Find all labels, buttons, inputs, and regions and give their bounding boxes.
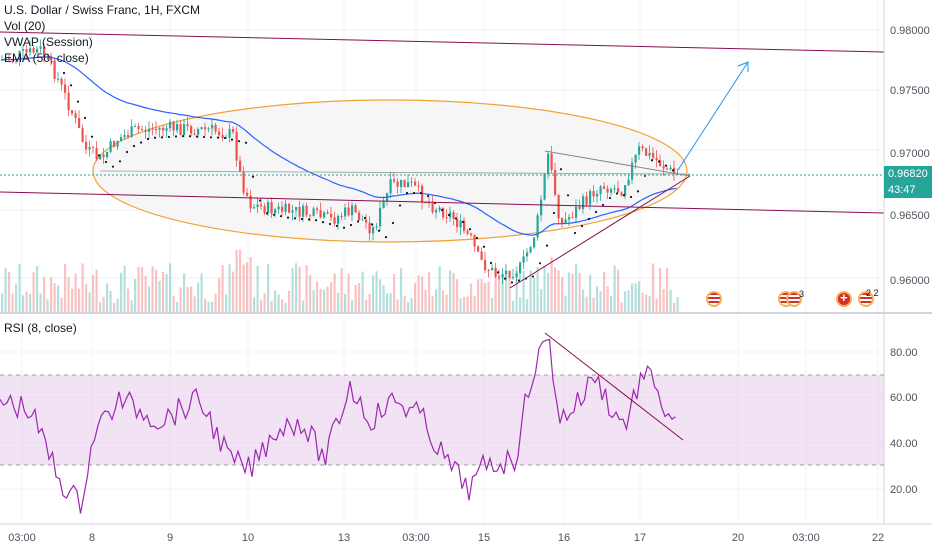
time-tick-label: 17 (634, 532, 646, 544)
ellipse-drawing[interactable] (92, 99, 688, 243)
time-tick-label: 16 (558, 532, 570, 544)
projection-arrow[interactable] (677, 61, 749, 171)
indicator-ema[interactable]: EMA (50, close) (4, 51, 89, 65)
bar-countdown: 43:47 (884, 182, 932, 198)
time-tick-label: 03:00 (8, 532, 36, 544)
vwap-dots (62, 71, 675, 284)
swiss-flag-icon[interactable] (836, 290, 852, 307)
time-tick-label: 15 (478, 532, 490, 544)
symbol-title: U.S. Dollar / Swiss Franc, 1H, FXCM (4, 3, 201, 17)
channel-lower-line[interactable] (0, 191, 885, 214)
time-axis-ticks: 03:00 8 9 10 13 03:00 15 16 17 20 03:00 22 (8, 532, 884, 544)
event-count: 2 2 (866, 288, 879, 298)
rsi-tick-label: 80.00 (890, 347, 918, 359)
rsi-trend-line[interactable] (544, 332, 684, 441)
indicator-volume[interactable]: Vol (20) (4, 19, 46, 33)
us-flag-icon[interactable] (858, 291, 874, 307)
rsi-tick-label: 40.00 (890, 438, 918, 450)
time-tick-label: 22 (872, 532, 884, 544)
current-price-tag: 0.96820 (884, 166, 932, 182)
time-tick-label: 9 (167, 532, 173, 544)
time-tick-label: 13 (338, 532, 350, 544)
ema-line (1, 56, 677, 236)
rsi-tick-label: 20.00 (890, 484, 918, 496)
price-tick-label: 0.96000 (890, 275, 930, 287)
rsi-band (0, 375, 884, 465)
rsi-axis-ticks: 80.00 60.00 40.00 20.00 (890, 347, 918, 496)
candlesticks (1, 39, 679, 285)
price-tick-label: 0.96500 (890, 210, 930, 222)
event-count: 3 (799, 289, 805, 299)
time-tick-label: 10 (242, 532, 254, 544)
arrow-head-icon (737, 61, 749, 72)
rsi-label[interactable]: RSI (8, close) (4, 321, 77, 335)
time-tick-label: 03:00 (402, 532, 430, 544)
time-tick-label: 8 (89, 532, 95, 544)
price-tick-label: 0.97000 (890, 148, 930, 160)
price-axis-ticks: 0.98000 0.97500 0.97000 0.96500 0.96000 (890, 25, 930, 287)
rsi-tick-label: 60.00 (890, 392, 918, 404)
channel-upper-line[interactable] (0, 31, 885, 53)
volume-bars (1, 249, 679, 313)
price-tick-label: 0.98000 (890, 25, 930, 37)
triangle-upper-line[interactable] (544, 150, 691, 177)
price-tick-label: 0.97500 (890, 85, 930, 97)
ellipse-axis-line (99, 170, 691, 175)
time-tick-label: 03:00 (792, 532, 820, 544)
rsi-line (0, 338, 676, 514)
us-flag-icon[interactable] (786, 291, 802, 307)
indicator-vwap[interactable]: VWAP (Session) (4, 35, 93, 49)
triangle-lower-line[interactable] (509, 175, 691, 289)
us-flag-icon[interactable] (706, 291, 722, 307)
time-tick-label: 20 (732, 532, 744, 544)
